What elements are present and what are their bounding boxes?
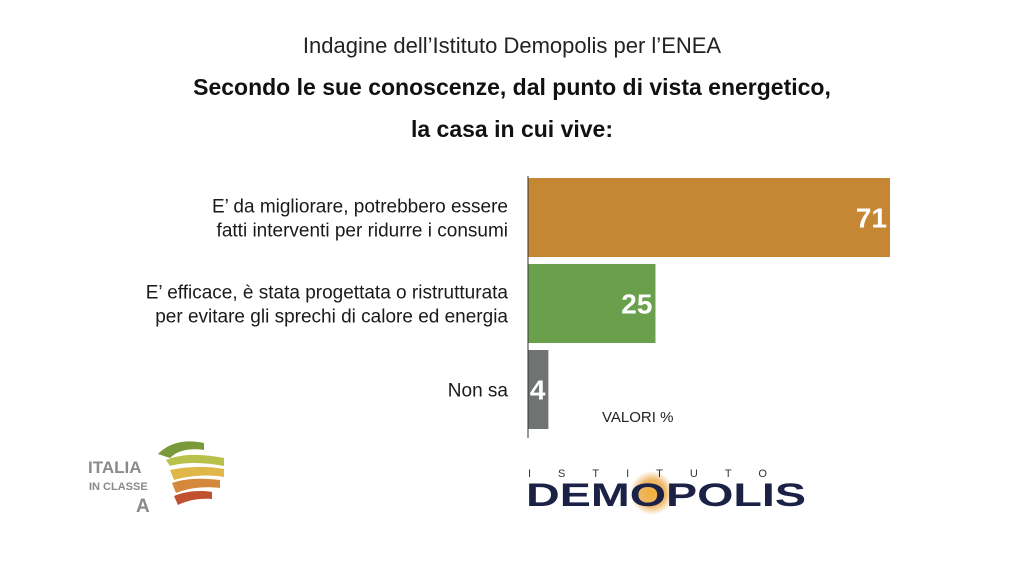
chart-title-line-2: la casa in cui vive:	[410, 116, 613, 142]
chart-subtitle: Indagine dell’Istituto Demopolis per l’E…	[302, 33, 722, 58]
energy-arrow-4	[172, 478, 220, 493]
category-label-1-line-2: fatti interventi per ridurre i consumi	[217, 221, 508, 242]
bar-value-label-3: 4	[530, 375, 546, 406]
energy-arrow-5	[174, 491, 212, 505]
energy-arrow-1	[158, 441, 204, 458]
sun-icon	[630, 471, 674, 515]
logo-demopolis-text: DEMOPOLIS	[526, 477, 806, 513]
logo-istituto-text: ISTITUTO	[528, 468, 794, 480]
category-label-3-line-1: Non sa	[448, 381, 509, 402]
chart-header: Indagine dell’Istituto Demopolis per l’E…	[0, 30, 1024, 146]
logo-in-classe-text: IN CLASSE	[89, 481, 148, 493]
energy-class-arrows-icon	[158, 441, 224, 505]
logo-a-text: A	[136, 496, 150, 517]
bar-value-label-2: 25	[621, 289, 652, 320]
istituto-demopolis-logo: ISTITUTO DEMOPOLIS	[526, 468, 806, 515]
category-label-2-line-2: per evitare gli sprechi di calore ed ene…	[155, 307, 508, 328]
energy-arrow-2	[166, 454, 224, 466]
energy-arrow-3	[170, 466, 224, 480]
italia-in-classe-a-logo: ITALIA IN CLASSE A	[88, 441, 224, 517]
category-label-2-line-1: E’ efficace, è stata progettata o ristru…	[146, 283, 509, 304]
bar-1	[528, 178, 890, 257]
bar-2	[528, 264, 656, 343]
logo-italia-text: ITALIA	[88, 458, 142, 477]
chart-title-line-1: Secondo le sue conoscenze, dal punto di …	[193, 74, 831, 100]
unit-label: VALORI %	[602, 409, 674, 426]
category-label-1-line-1: E’ da migliorare, potrebbero essere	[212, 197, 508, 218]
bar-3	[528, 350, 549, 429]
bar-value-label-1: 71	[856, 203, 887, 234]
